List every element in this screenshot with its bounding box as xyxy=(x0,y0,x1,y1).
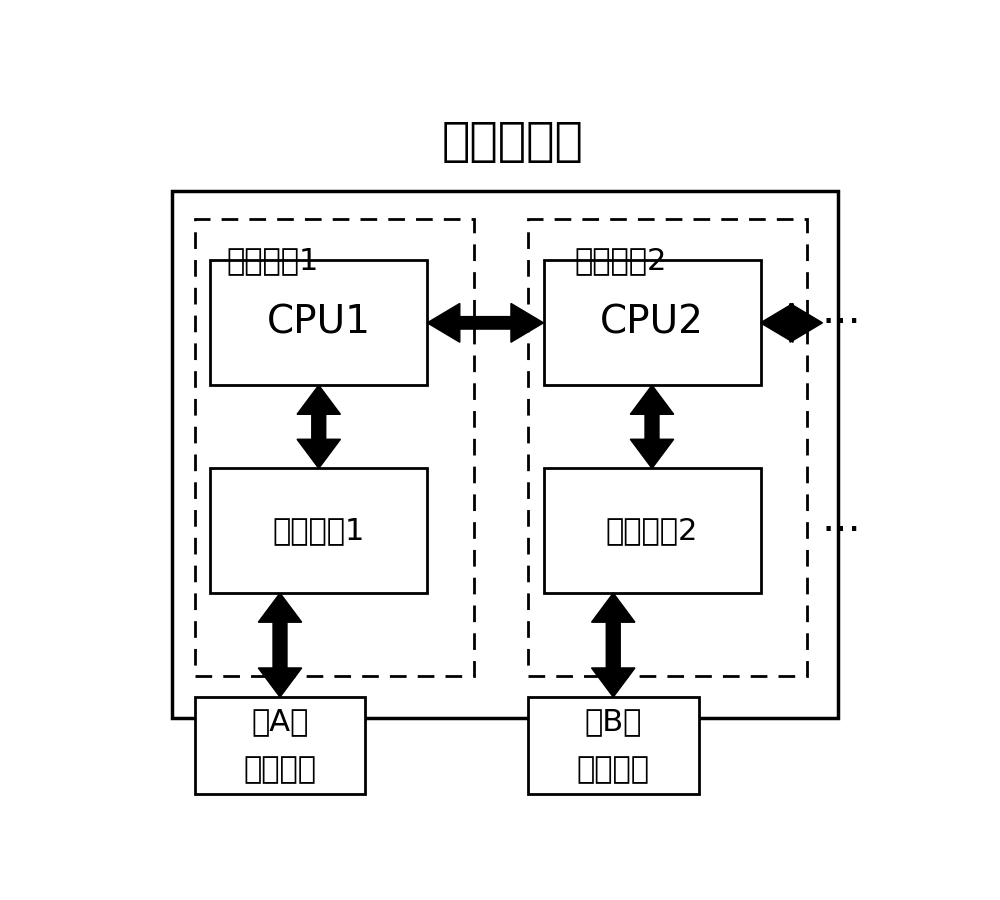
Text: 智能网卡2: 智能网卡2 xyxy=(606,517,698,545)
Text: 跨链节点2: 跨链节点2 xyxy=(575,246,667,275)
Bar xyxy=(544,468,761,593)
Text: 智能网卡1: 智能网卡1 xyxy=(273,517,365,545)
Polygon shape xyxy=(297,385,340,468)
Polygon shape xyxy=(258,593,302,697)
Bar xyxy=(210,260,427,385)
Polygon shape xyxy=(592,593,635,697)
Polygon shape xyxy=(427,303,544,342)
Bar xyxy=(210,468,427,593)
Bar xyxy=(528,219,807,676)
Bar xyxy=(195,219,474,676)
Bar xyxy=(528,697,698,794)
Text: 一体机装置: 一体机装置 xyxy=(442,120,583,166)
Text: CPU2: CPU2 xyxy=(600,304,704,342)
Text: ···: ··· xyxy=(822,302,862,344)
Text: 跨链节点1: 跨链节点1 xyxy=(226,246,318,275)
Text: ···: ··· xyxy=(822,509,862,552)
Text: CPU1: CPU1 xyxy=(267,304,371,342)
Bar xyxy=(172,191,838,718)
Polygon shape xyxy=(630,385,674,468)
Text: 链B的
其他节点: 链B的 其他节点 xyxy=(577,707,650,784)
Bar xyxy=(195,697,365,794)
Bar xyxy=(544,260,761,385)
Text: 链A的
其他节点: 链A的 其他节点 xyxy=(244,707,316,784)
Polygon shape xyxy=(761,303,822,342)
